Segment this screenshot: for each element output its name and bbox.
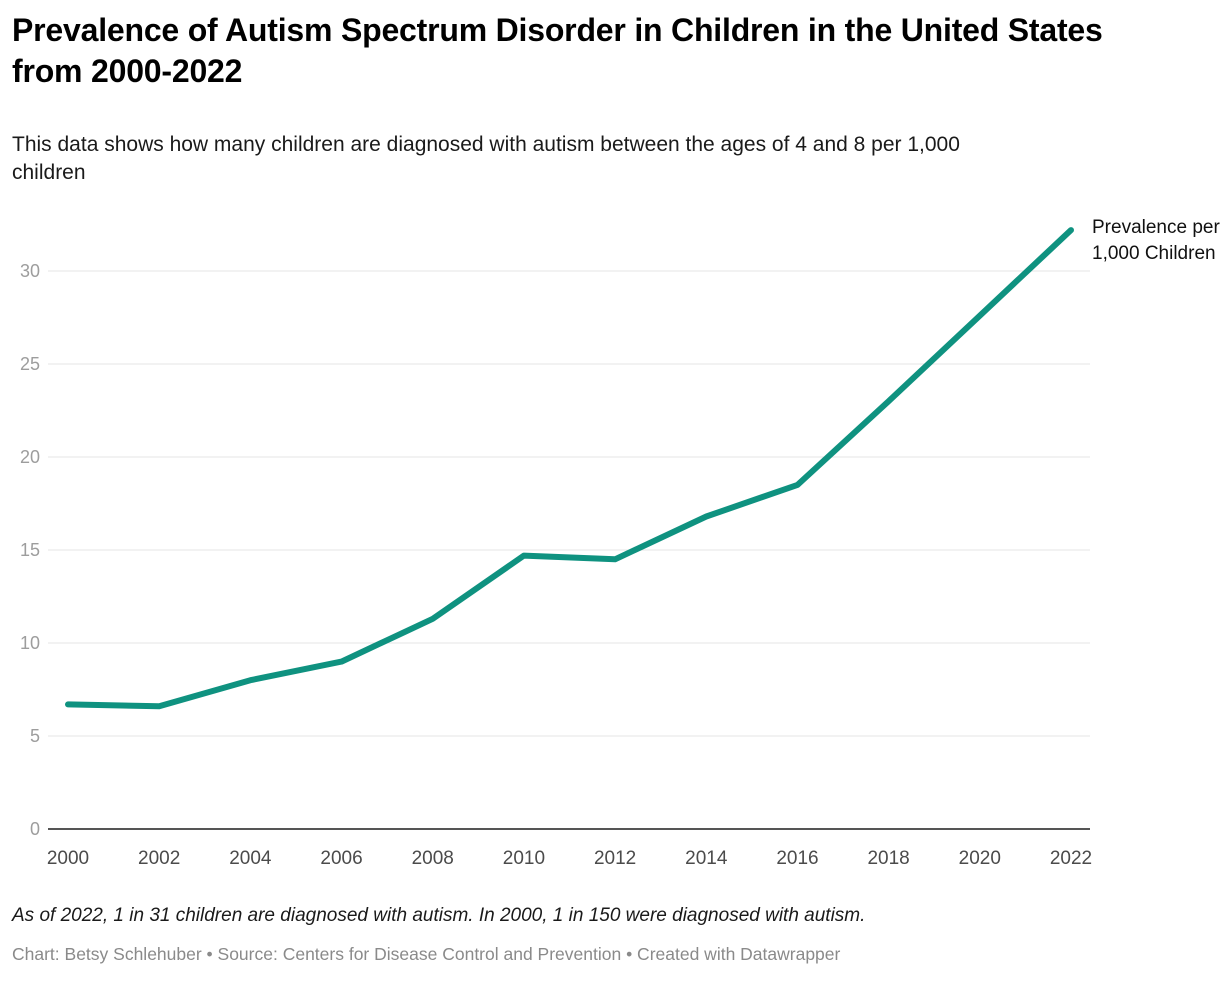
x-tick-label: 2022 bbox=[1050, 848, 1092, 869]
y-tick-label: 15 bbox=[20, 540, 40, 560]
chart-subtitle: This data shows how many children are di… bbox=[12, 133, 960, 184]
x-tick-label: 2004 bbox=[229, 848, 272, 869]
chart-title: Prevalence of Autism Spectrum Disorder i… bbox=[12, 12, 1103, 89]
x-tick-label: 2012 bbox=[594, 848, 636, 869]
y-tick-label: 20 bbox=[20, 447, 40, 467]
x-tick-label: 2014 bbox=[685, 848, 728, 869]
series-label: Prevalence per 1,000 Children bbox=[1092, 217, 1220, 264]
y-tick-label: 25 bbox=[20, 354, 40, 374]
y-tick-label: 0 bbox=[30, 819, 40, 839]
x-tick-label: 2000 bbox=[47, 848, 89, 869]
x-tick-label: 2008 bbox=[412, 848, 454, 869]
x-tick-label: 2006 bbox=[320, 848, 362, 869]
chart-footnote: As of 2022, 1 in 31 children are diagnos… bbox=[12, 905, 866, 926]
prevalence-line bbox=[65, 227, 1074, 710]
y-tick-label: 30 bbox=[20, 261, 40, 281]
x-tick-label: 2002 bbox=[138, 848, 180, 869]
chart-credit: Chart: Betsy Schlehuber • Source: Center… bbox=[12, 944, 841, 964]
x-tick-label: 2018 bbox=[867, 848, 909, 869]
x-tick-label: 2016 bbox=[776, 848, 818, 869]
x-tick-label: 2010 bbox=[503, 848, 545, 869]
x-tick-label: 2020 bbox=[959, 848, 1001, 869]
y-tick-label: 5 bbox=[30, 726, 40, 746]
y-tick-label: 10 bbox=[20, 633, 40, 653]
line-chart-plot: 0 5 10 15 20 25 30 2000 2002 2004 2006 2008 2010 2012… bbox=[20, 227, 1092, 869]
